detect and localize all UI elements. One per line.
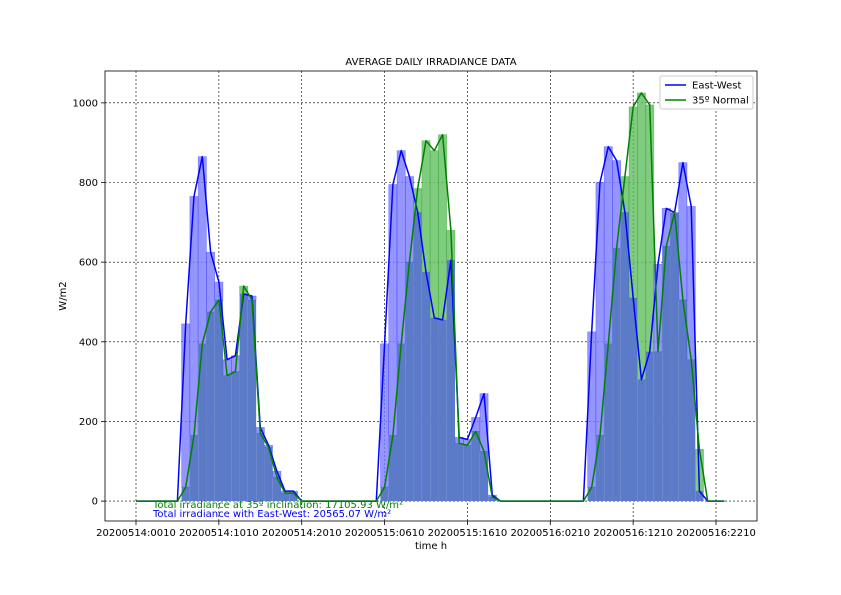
bar-overlap [620,212,630,502]
bar-overlap [612,248,621,502]
annotation-35-normal-total: Total irradiance at 35º inclination: 171… [152,500,403,511]
bar-overlap [223,375,232,502]
x-tick-label: 20200516:0210 [510,528,590,539]
bar-overlap [206,311,215,502]
x-tick-label: 20200514:0010 [96,528,176,539]
plot-area-frame [104,70,758,522]
bar-overlap [604,343,613,502]
bar-overlap [413,212,422,502]
legend-label-35-normal: 35º Normal [692,96,749,107]
bar-overlap [695,491,704,502]
bar-overlap [214,299,224,502]
y-tick-label: 1000 [73,98,98,109]
bar-overlap [239,294,248,502]
bar-overlap [264,447,273,502]
bar-overlap [405,262,414,502]
bar-overlap [637,379,646,502]
bar-overlap [587,487,596,502]
x-tick-label: 20200515:0610 [345,528,425,539]
bar-overlap [247,299,257,502]
legend: East-West 35º Normal [659,75,754,110]
y-tick-label: 0 [92,497,98,508]
bar-overlap [380,487,389,502]
ticks-layer: 20200514:0010 20200514:1010 20200514:2010 2… [73,98,756,539]
lines-layer [136,92,725,502]
x-tick-label: 20200514:2010 [262,528,342,539]
bar-east-west [612,160,622,249]
bar-overlap [281,493,290,502]
annotation-east-west-total: Total irradiance with East-West: 20565.0… [152,509,391,520]
bar-overlap [629,297,638,502]
bars-layer [181,92,704,502]
x-tick-label: 20200514:1010 [179,528,259,539]
bar-overlap [289,493,298,502]
bar-overlap [231,371,240,502]
bar-overlap [488,497,497,502]
y-tick-label: 800 [79,178,98,189]
x-tick-label: 20200516:1210 [593,528,673,539]
bar-overlap [438,319,447,502]
bar-overlap [189,435,199,502]
line-east-west [136,145,725,502]
bar-overlap [397,343,406,502]
bar-overlap [653,351,663,502]
bar-overlap [687,359,696,502]
bar-overlap [272,477,282,502]
bar-35-normal [637,92,646,380]
bar-overlap [421,272,431,502]
bar-east-west [181,323,191,488]
bar-overlap [256,433,265,502]
bar-overlap [198,343,207,502]
y-tick-label: 400 [79,337,98,348]
y-tick-label: 600 [79,258,98,269]
x-tick-label: 20200515:1610 [428,528,508,539]
bar-overlap [181,487,190,502]
x-axis-label: time h [415,541,447,552]
bar-overlap [595,435,605,502]
y-tick-label: 200 [79,417,98,428]
bar-overlap [430,317,439,502]
bar-overlap [479,451,489,502]
legend-label-east-west: East-West [692,81,741,92]
bar-35-normal [429,150,439,319]
bar-overlap [463,445,472,502]
y-axis-label: W/m2 [58,281,69,310]
annotations-layer: Total irradiance at 35º inclination: 171… [152,500,403,520]
bar-east-west [587,331,597,488]
chart-title: AVERAGE DAILY IRRADIANCE DATA [345,57,516,68]
bar-overlap [662,246,671,502]
bar-overlap [471,431,480,502]
bar-overlap [670,212,679,502]
line-35-normal [136,92,725,502]
bar-overlap [446,260,456,502]
bar-overlap [645,351,654,502]
bar-overlap [678,299,688,502]
x-tick-label: 20200516:2210 [676,528,756,539]
bar-overlap [455,443,464,502]
bar-overlap [388,435,398,502]
